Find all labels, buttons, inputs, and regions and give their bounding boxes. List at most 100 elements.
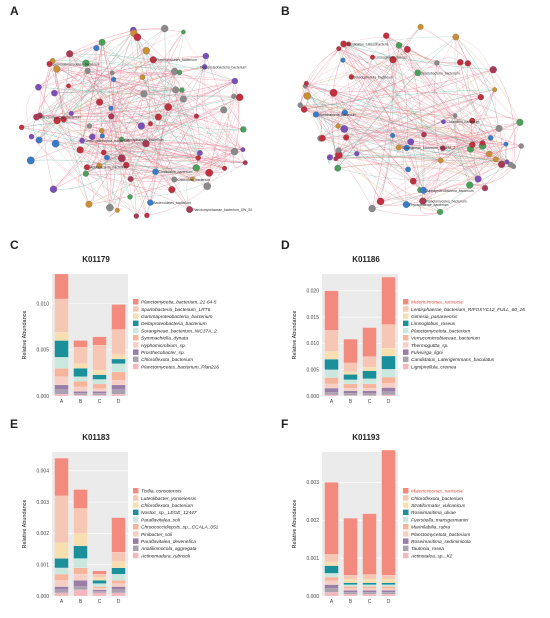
network-node	[312, 111, 320, 118]
network-edge	[433, 62, 441, 161]
bar-segment	[362, 574, 377, 580]
network-node-label: Phycisphaerae_bacterium	[125, 138, 164, 142]
network-node	[66, 83, 71, 89]
bar-segment	[343, 339, 358, 364]
network-node	[390, 132, 396, 138]
legend-swatch	[403, 299, 409, 305]
bar-segment	[111, 384, 126, 390]
y-tick-label: 0.010	[306, 341, 319, 347]
bar-stack-D	[111, 517, 126, 597]
legend-swatch	[133, 538, 139, 544]
network-edge	[372, 164, 502, 209]
network-node	[99, 128, 105, 134]
legend-label: Planctomycetota_bacterium	[411, 532, 470, 538]
bar-segment	[54, 384, 69, 390]
network-node	[336, 46, 342, 52]
network-edge	[101, 42, 235, 152]
network-edge	[137, 37, 151, 124]
network-edge	[56, 120, 118, 211]
legend-swatch	[133, 502, 139, 508]
bar-segment	[381, 383, 396, 388]
bar-segment	[73, 391, 88, 394]
bar-segment	[343, 379, 358, 385]
network-edge	[102, 152, 131, 198]
x-tick-label: B	[349, 599, 353, 605]
x-tick-label: C	[98, 599, 102, 605]
x-tick-label: C	[98, 399, 102, 405]
network-edge	[96, 47, 175, 72]
network-edge	[85, 173, 190, 210]
network-node	[420, 186, 427, 194]
bar-segment	[92, 583, 107, 587]
network-edge	[38, 62, 87, 141]
network-node-label: Deltaproteobacteria_bacterium	[200, 65, 247, 69]
legend-swatch	[403, 531, 409, 537]
bar-stack-C	[92, 336, 107, 397]
network-edge	[85, 169, 175, 180]
legend-swatch	[133, 356, 139, 363]
network-node	[137, 122, 145, 130]
legend-label: Thermoguttta_sp.	[411, 343, 449, 349]
legend-swatch	[403, 335, 409, 341]
bar-segment	[54, 495, 69, 543]
panel-letter-a: A	[10, 4, 19, 18]
network-edge	[233, 151, 246, 168]
network-node	[242, 160, 248, 166]
bar-segment	[111, 363, 126, 373]
network-node	[35, 83, 42, 91]
bar-segment	[381, 586, 396, 589]
network-node	[231, 93, 237, 99]
network-node	[118, 136, 125, 142]
network-edge	[304, 109, 514, 167]
network-edge	[86, 42, 103, 168]
bar-segment	[324, 387, 339, 393]
network-edge	[56, 64, 143, 78]
y-tick-label: 0.015	[306, 315, 319, 321]
network-edge	[335, 158, 423, 202]
legend-label: Lignipirellula_cremea	[411, 364, 457, 370]
network-edge	[372, 57, 483, 147]
network-node	[236, 93, 244, 102]
bar-segment	[73, 381, 88, 387]
network-edge	[145, 143, 193, 180]
legend-label: Lentisphaerae_bacterium_RIFOXYC12_FULL_6…	[411, 307, 525, 313]
bar-segment	[111, 304, 126, 330]
network-edge	[121, 155, 246, 163]
network-edge	[460, 62, 502, 165]
network-edge	[455, 36, 521, 123]
bar-segment	[381, 369, 396, 378]
bar-segment	[343, 374, 358, 380]
legend-swatch	[403, 342, 409, 348]
network-node	[326, 154, 333, 161]
legend-swatch	[133, 342, 139, 348]
bar-segment	[381, 355, 396, 370]
y-tick-label: 0.002	[306, 518, 319, 524]
network-node	[168, 186, 176, 194]
network-node	[108, 113, 115, 120]
y-axis-label: Relative Abundance	[292, 311, 298, 360]
bar-segment	[54, 273, 69, 300]
network-edge	[455, 36, 495, 90]
bar-segment	[324, 359, 339, 370]
network-edge	[338, 48, 522, 147]
network-node	[46, 60, 53, 67]
network-edge	[86, 28, 165, 168]
y-tick-label: 0.000	[36, 394, 49, 400]
network-edge	[111, 72, 173, 190]
network-node	[403, 144, 410, 151]
network-edge	[109, 79, 114, 208]
bar-segment	[54, 567, 69, 575]
bar-segment	[362, 582, 377, 585]
network-edge	[305, 49, 408, 87]
network-edge	[36, 28, 165, 118]
chart-k01186: K01186 0.000 0.005 0.010 0.015 0.020 Relative …	[292, 255, 525, 405]
network-node	[383, 32, 390, 39]
bar-segment	[111, 583, 126, 587]
network-edge	[422, 144, 507, 202]
network-edge	[351, 76, 500, 129]
bar-segment	[343, 592, 358, 595]
network-node	[469, 141, 476, 148]
bar-segment	[73, 580, 88, 587]
network-node	[486, 150, 493, 158]
network-edge	[344, 112, 441, 213]
